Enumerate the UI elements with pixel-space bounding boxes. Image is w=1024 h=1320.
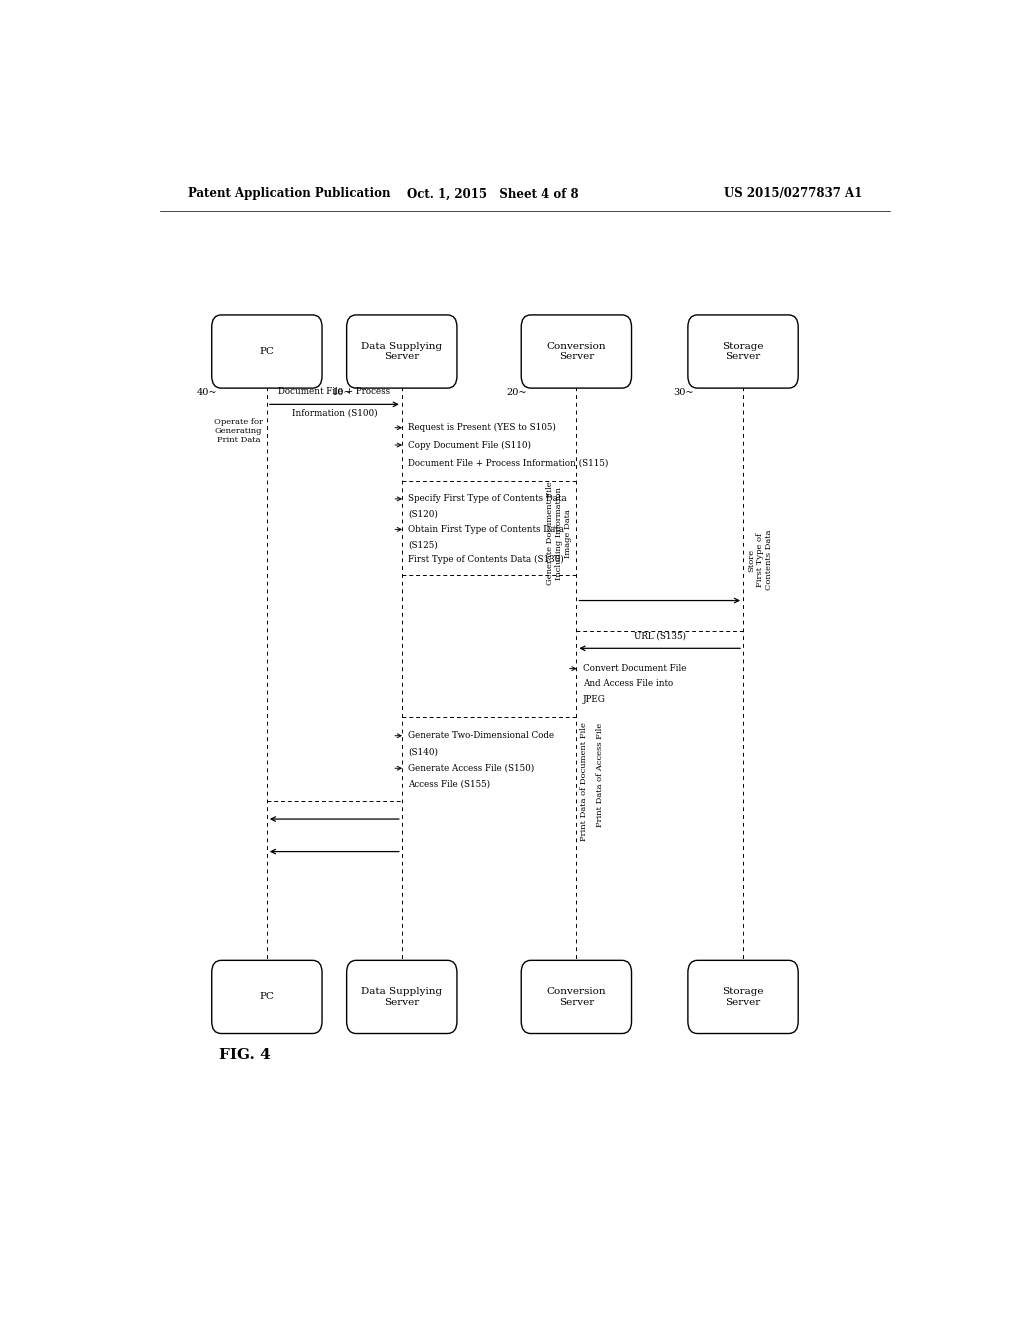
- Text: 30~: 30~: [673, 388, 693, 397]
- Text: Operate for
Generating
Print Data: Operate for Generating Print Data: [214, 417, 263, 444]
- Text: Specify First Type of Contents Data: Specify First Type of Contents Data: [409, 495, 567, 503]
- Text: URL (S135): URL (S135): [634, 631, 686, 640]
- Text: Data Supplying
Server: Data Supplying Server: [361, 987, 442, 1007]
- Text: 10~: 10~: [332, 388, 352, 397]
- Text: PC: PC: [259, 993, 274, 1002]
- Text: 20~: 20~: [506, 388, 526, 397]
- Text: FIG. 4: FIG. 4: [219, 1048, 271, 1061]
- Text: First Type of Contents Data (S130): First Type of Contents Data (S130): [409, 556, 564, 565]
- FancyBboxPatch shape: [212, 315, 322, 388]
- Text: Document File + Process Information (S115): Document File + Process Information (S11…: [409, 459, 608, 467]
- Text: Request is Present (YES to S105): Request is Present (YES to S105): [409, 424, 556, 433]
- Text: Generate Document File
Including Information
Image Data: Generate Document File Including Informa…: [546, 482, 572, 585]
- FancyBboxPatch shape: [347, 315, 457, 388]
- Text: Copy Document File (S110): Copy Document File (S110): [409, 441, 531, 450]
- Text: Print Data of Document File: Print Data of Document File: [581, 722, 589, 841]
- Text: Obtain First Type of Contents Data: Obtain First Type of Contents Data: [409, 525, 564, 533]
- Text: Oct. 1, 2015   Sheet 4 of 8: Oct. 1, 2015 Sheet 4 of 8: [408, 187, 579, 201]
- FancyBboxPatch shape: [688, 315, 798, 388]
- FancyBboxPatch shape: [212, 961, 322, 1034]
- Text: Access File (S155): Access File (S155): [409, 780, 490, 789]
- Text: Data Supplying
Server: Data Supplying Server: [361, 342, 442, 362]
- Text: PC: PC: [259, 347, 274, 356]
- Text: Print Data of Access File: Print Data of Access File: [596, 722, 604, 826]
- Text: Store
First Type of
Contents Data: Store First Type of Contents Data: [748, 529, 773, 590]
- Text: Conversion
Server: Conversion Server: [547, 342, 606, 362]
- Text: Generate Two-Dimensional Code: Generate Two-Dimensional Code: [409, 731, 554, 741]
- Text: Generate Access File (S150): Generate Access File (S150): [409, 764, 535, 772]
- Text: Information (S100): Information (S100): [292, 408, 377, 417]
- Text: Convert Document File: Convert Document File: [583, 664, 686, 673]
- Text: (S140): (S140): [409, 747, 438, 756]
- FancyBboxPatch shape: [688, 961, 798, 1034]
- Text: JPEG: JPEG: [583, 694, 605, 704]
- Text: And Access File into: And Access File into: [583, 680, 673, 688]
- Text: Storage
Server: Storage Server: [722, 342, 764, 362]
- Text: US 2015/0277837 A1: US 2015/0277837 A1: [724, 187, 862, 201]
- FancyBboxPatch shape: [521, 315, 632, 388]
- Text: 40~: 40~: [197, 388, 217, 397]
- Text: (S120): (S120): [409, 510, 438, 519]
- Text: (S125): (S125): [409, 540, 438, 549]
- Text: Conversion
Server: Conversion Server: [547, 987, 606, 1007]
- Text: Patent Application Publication: Patent Application Publication: [187, 187, 390, 201]
- FancyBboxPatch shape: [521, 961, 632, 1034]
- Text: Document File + Process: Document File + Process: [279, 387, 390, 396]
- Text: Storage
Server: Storage Server: [722, 987, 764, 1007]
- FancyBboxPatch shape: [347, 961, 457, 1034]
